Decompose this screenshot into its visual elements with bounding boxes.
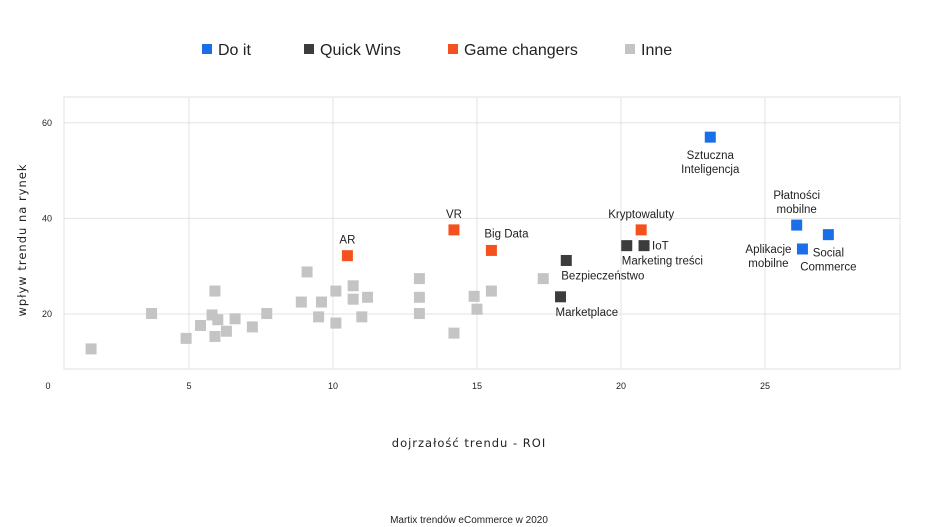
x-tick-label: 5 [186, 381, 191, 391]
data-point [621, 240, 633, 252]
data-point [195, 319, 207, 331]
axis-ticks: 0 5 10 15 20 25 20 40 60 [42, 118, 770, 391]
data-point [313, 311, 325, 323]
data-point [555, 291, 567, 303]
data-point [485, 244, 497, 256]
point-label: Inteligencja [681, 164, 740, 176]
data-point [468, 290, 480, 302]
data-point [212, 314, 224, 326]
legend-label: Do it [218, 42, 251, 59]
point-label: Bezpieczeństwo [561, 270, 644, 282]
point-label: Commerce [800, 262, 856, 274]
data-point [791, 219, 803, 231]
data-point [180, 332, 192, 344]
x-tick-label: 0 [45, 381, 50, 391]
data-point [209, 330, 221, 342]
point-label: Social [813, 248, 844, 260]
y-tick-label: 20 [42, 309, 52, 319]
data-point [220, 325, 232, 337]
point-label: mobilne [748, 258, 788, 270]
legend-label: Game changers [464, 42, 578, 59]
point-label: Sztuczna [687, 150, 735, 162]
legend-swatch [448, 44, 458, 54]
y-tick-label: 40 [42, 213, 52, 223]
plot-area [63, 96, 901, 370]
x-tick-label: 15 [472, 381, 482, 391]
data-point [635, 224, 647, 236]
data-point [448, 224, 460, 236]
data-point [560, 254, 572, 266]
data-point [448, 327, 460, 339]
point-label: Płatności [773, 190, 820, 202]
x-tick-label: 10 [328, 381, 338, 391]
data-point [822, 229, 834, 241]
data-point [229, 313, 241, 325]
x-axis-title: dojrzałość trendu - ROI [392, 436, 546, 450]
legend-swatch [625, 44, 635, 54]
point-label: Marketing treści [622, 256, 703, 268]
data-point [146, 308, 158, 320]
point-label: Aplikacje [745, 244, 791, 256]
x-tick-label: 20 [616, 381, 626, 391]
data-point [341, 250, 353, 262]
data-point [413, 291, 425, 303]
data-point [85, 343, 97, 355]
data-point [471, 303, 483, 315]
point-label: VR [446, 209, 462, 221]
data-point [704, 131, 716, 143]
data-point [796, 243, 808, 255]
data-point [295, 296, 307, 308]
legend-swatch [304, 44, 314, 54]
legend-swatch [202, 44, 212, 54]
data-point [347, 293, 359, 305]
chart-caption: Martix trendów eCommerce w 2020 [390, 515, 548, 526]
data-point [413, 273, 425, 285]
point-label: IoT [652, 241, 669, 253]
data-point [413, 308, 425, 320]
point-label: mobilne [777, 204, 817, 216]
data-point [347, 280, 359, 292]
point-label: Marketplace [556, 307, 619, 319]
data-points [85, 131, 834, 355]
grid [64, 97, 900, 369]
data-point [485, 285, 497, 297]
data-point [537, 273, 549, 285]
point-label: Kryptowaluty [608, 209, 674, 221]
data-point [301, 266, 313, 278]
legend: Do it Quick Wins Game changers Inne [202, 42, 672, 59]
point-labels: Bezpieczeństwo Marketplace Marketing treśc… [339, 150, 856, 319]
data-point [638, 240, 650, 252]
data-point [246, 321, 258, 333]
data-point [209, 285, 221, 297]
y-tick-label: 60 [42, 118, 52, 128]
data-point [330, 285, 342, 297]
legend-label: Inne [641, 42, 672, 59]
data-point [330, 317, 342, 329]
legend-label: Quick Wins [320, 42, 401, 59]
y-axis-title: wpływ trendu na rynek [15, 164, 29, 317]
data-point [206, 309, 218, 321]
data-point [315, 296, 327, 308]
data-point [356, 311, 368, 323]
x-tick-label: 25 [760, 381, 770, 391]
data-point [261, 308, 273, 320]
point-label: Big Data [484, 228, 529, 240]
point-label: AR [339, 235, 355, 247]
data-point [362, 291, 374, 303]
